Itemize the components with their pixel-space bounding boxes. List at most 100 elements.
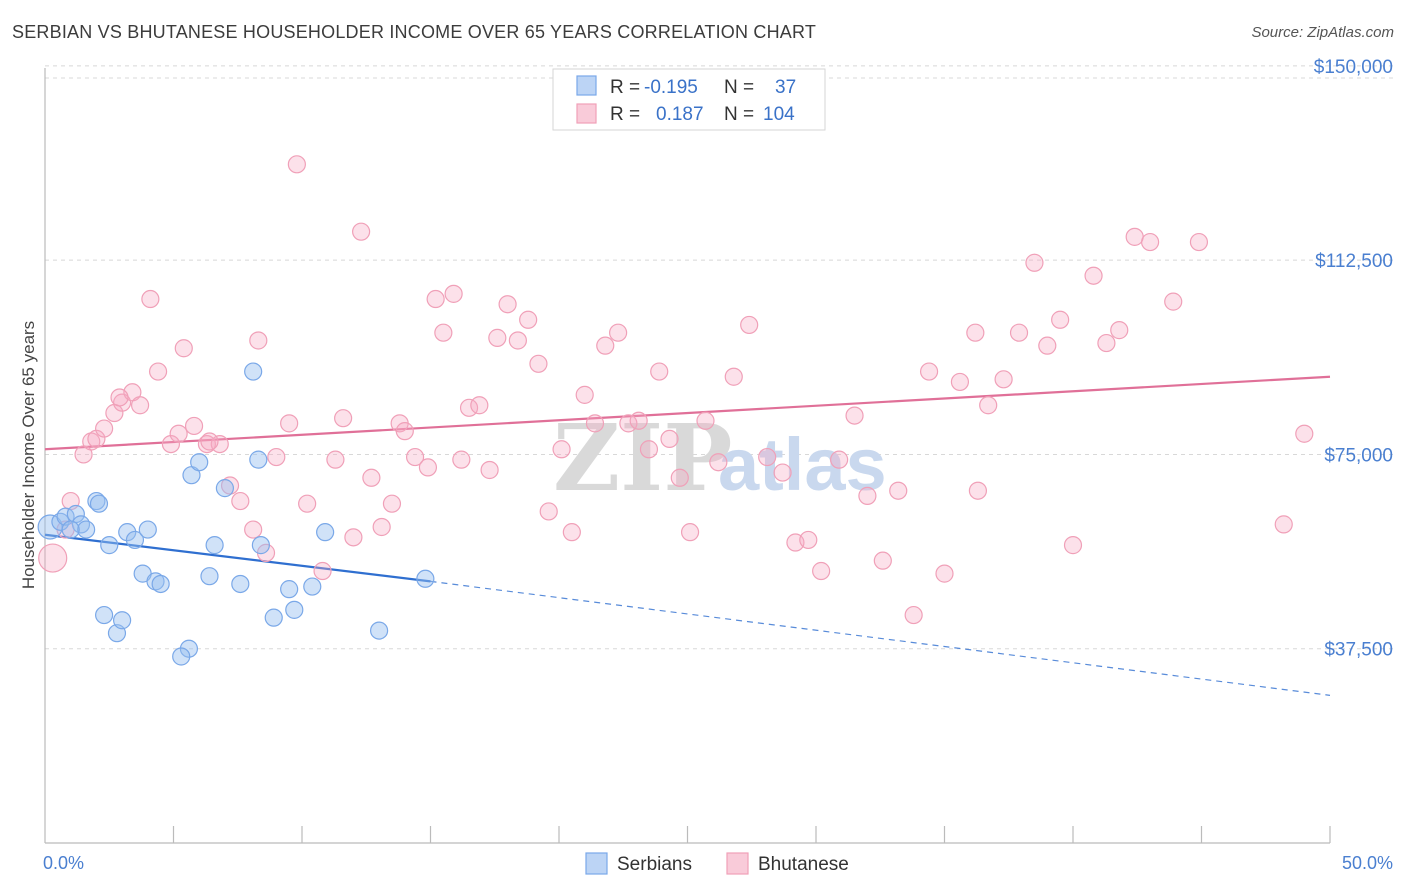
bhutanese-point xyxy=(1140,232,1160,252)
bhutanese-point xyxy=(352,222,371,241)
bhutanese-point xyxy=(169,424,188,443)
bhutanese-point xyxy=(38,543,68,573)
serbians-point xyxy=(172,647,191,666)
bhutanese-point xyxy=(680,523,700,542)
bhutanese-point xyxy=(660,429,679,449)
legend-r-bhutanese: 0.187 xyxy=(656,104,704,125)
bottom-legend-serbians: Serbians xyxy=(617,854,692,875)
watermark-zip: ZIP xyxy=(553,404,732,512)
legend-n-bhutanese: 104 xyxy=(763,104,795,125)
serbians-point xyxy=(77,520,96,539)
bhutanese-point xyxy=(418,458,438,477)
bhutanese-point xyxy=(950,372,970,392)
bhutanese-point xyxy=(650,362,669,381)
chart-title: SERBIAN VS BHUTANESE HOUSEHOLDER INCOME … xyxy=(12,22,817,42)
serbians-point xyxy=(249,450,268,469)
serbians-point xyxy=(316,523,335,542)
serbians-point xyxy=(95,605,114,625)
legend-r-label-serbians: R = xyxy=(610,77,640,98)
serbians-point xyxy=(285,600,304,619)
bhutanese-point xyxy=(529,354,548,373)
bhutanese-point xyxy=(110,388,129,407)
bhutanese-point xyxy=(434,323,453,342)
trend-lines xyxy=(44,375,1331,696)
bhutanese-point xyxy=(508,331,527,350)
serbians-point xyxy=(416,569,435,588)
axes xyxy=(44,68,1331,844)
bhutanese-point xyxy=(1274,515,1293,534)
bhutanese-point xyxy=(249,331,268,350)
legend-box xyxy=(552,68,826,131)
bhutanese-point xyxy=(82,432,101,451)
bhutanese-point xyxy=(1189,232,1209,252)
bhutanese-point xyxy=(452,450,471,469)
y-tick-label-1: $75,000 xyxy=(1324,445,1393,466)
bhutanese-point xyxy=(141,289,160,309)
bhutanese-point xyxy=(210,434,229,454)
bhutanese-point xyxy=(382,494,402,513)
legend-r-label-bhutanese: R = xyxy=(610,104,640,125)
bhutanese-point xyxy=(200,432,219,451)
bhutanese-point xyxy=(585,414,605,433)
bhutanese-point xyxy=(994,370,1013,389)
serbians-point xyxy=(151,574,170,594)
bhutanese-point xyxy=(1295,424,1314,443)
legend-swatch-bhutanese xyxy=(576,103,597,124)
bhutanese-point xyxy=(670,468,689,487)
bhutanese-point xyxy=(629,411,648,430)
bhutanese-point xyxy=(95,419,114,438)
bhutanese-point xyxy=(1110,321,1129,340)
serbians-point xyxy=(200,567,219,586)
bhutanese-point xyxy=(313,561,332,581)
bhutanese-point xyxy=(1125,227,1144,246)
bhutanese-point xyxy=(220,476,240,495)
bhutanese-point xyxy=(326,450,345,469)
bhutanese-point xyxy=(696,411,715,430)
bhutanese-point xyxy=(919,362,939,381)
bhutanese-point xyxy=(858,486,877,505)
grid-lines xyxy=(45,65,1395,650)
bhutanese-point xyxy=(619,414,638,433)
serbians-point xyxy=(61,520,80,539)
y-axis-title: Householder Income Over 65 years xyxy=(19,321,38,589)
bhutanese-point xyxy=(426,289,445,309)
bhutanese-point xyxy=(280,414,299,433)
serbians-point xyxy=(251,536,270,555)
serbians-point xyxy=(125,530,145,550)
bhutanese-point xyxy=(498,295,517,314)
bhutanese-point xyxy=(1097,333,1116,353)
x-tick-label-0: 0.0% xyxy=(43,853,84,873)
serbians-point xyxy=(205,536,224,555)
bhutanese-point xyxy=(519,310,538,329)
bhutanese-point xyxy=(889,481,908,500)
bhutanese-point xyxy=(148,362,168,381)
bottom-legend-swatch-bhutanese xyxy=(726,852,749,875)
watermark: ZIP atlas xyxy=(553,404,887,512)
y-tick-label-2: $112,500 xyxy=(1315,251,1393,272)
bhutanese-point xyxy=(609,323,628,342)
data-points xyxy=(37,155,1314,666)
serbians-point xyxy=(303,577,322,596)
watermark-atlas: atlas xyxy=(718,423,887,506)
serbians-trend-extension xyxy=(430,580,1331,696)
bhutanese-point xyxy=(539,502,558,521)
serbians-point xyxy=(138,520,157,539)
bottom-legend-swatch-serbians xyxy=(585,852,608,875)
serbians-point xyxy=(190,453,209,472)
y-tick-label-3: $150,000 xyxy=(1314,57,1393,78)
bottom-legend: Serbians Bhutanese xyxy=(585,852,849,875)
bhutanese-point xyxy=(244,520,263,539)
bhutanese-point xyxy=(231,491,250,511)
bhutanese-point xyxy=(596,336,615,355)
serbians-point xyxy=(179,639,199,658)
serbians-point xyxy=(215,479,234,498)
bhutanese-point xyxy=(562,523,581,542)
bhutanese-point xyxy=(979,396,998,415)
bhutanese-point xyxy=(575,385,594,404)
serbians-point xyxy=(100,536,119,555)
bhutanese-point xyxy=(1164,292,1183,311)
bhutanese-point xyxy=(724,367,743,386)
bhutanese-point xyxy=(197,434,217,454)
source-label: Source: ZipAtlas.com xyxy=(1251,24,1394,41)
